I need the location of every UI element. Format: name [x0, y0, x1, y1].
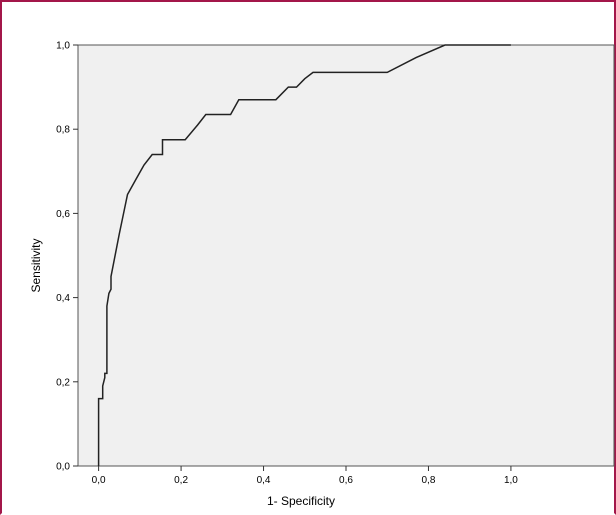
y-tick-label: 0,8 [56, 125, 70, 136]
roc-curve-line [97, 44, 511, 466]
x-tick-label: 1,0 [504, 475, 518, 486]
y-tick-label: 0,4 [56, 293, 70, 304]
y-tick-label: 0,6 [56, 209, 70, 220]
y-tick-label: 1,0 [56, 41, 70, 52]
x-tick-label: 0,6 [339, 475, 353, 486]
x-tick-label: 0,2 [174, 475, 188, 486]
x-tick-label: 0,4 [257, 475, 271, 486]
x-tick-label: 0,8 [422, 475, 436, 486]
x-axis-ticks: 0,0 0,2 0,4 0,6 0,8 1,0 [92, 466, 518, 486]
y-axis-ticks: 0,0 0,2 0,4 0,6 0,8 1,0 [56, 41, 78, 473]
plot-area [77, 44, 615, 467]
y-tick-label: 0,0 [56, 462, 70, 473]
x-tick-label: 0,0 [92, 475, 106, 486]
x-axis-title: 1- Specificity [267, 494, 335, 508]
y-tick-label: 0,2 [56, 377, 70, 388]
y-axis-title: Sensitivity [29, 238, 43, 292]
figure-frame-edge [614, 20, 616, 508]
